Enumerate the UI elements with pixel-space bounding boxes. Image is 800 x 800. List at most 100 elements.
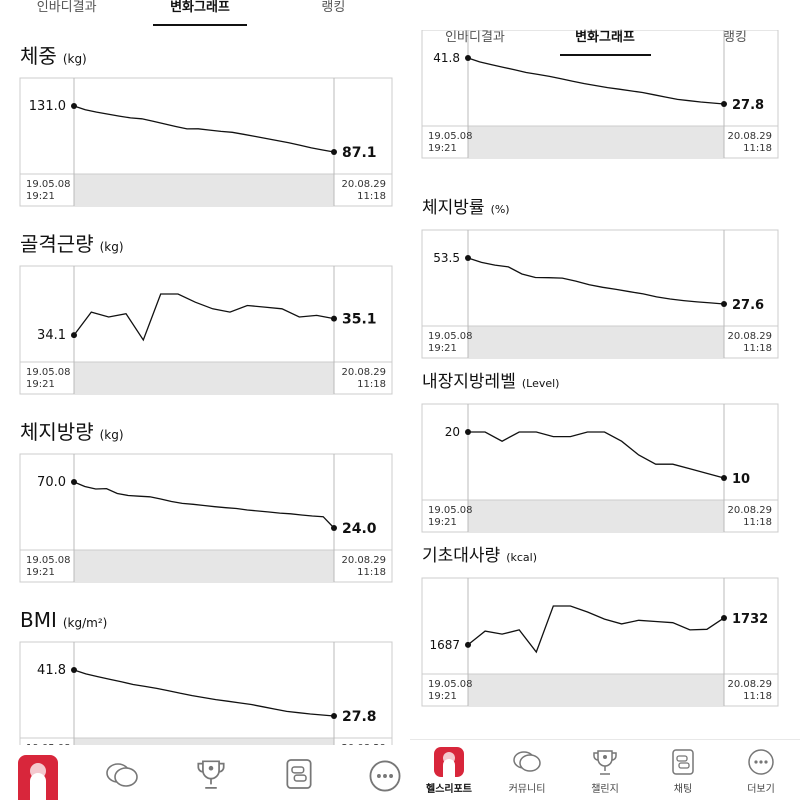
- last-value-label: 10: [732, 472, 750, 487]
- start-date-label: 19.05.08: [26, 555, 71, 566]
- last-value-label: 35.1: [342, 312, 377, 328]
- nav-label: 챌린지: [591, 784, 619, 795]
- tab-ranking[interactable]: 랭킹: [321, 0, 346, 15]
- series-line: [73, 481, 335, 529]
- start-date-label: 19:21: [428, 517, 457, 528]
- date-band: [74, 174, 334, 206]
- first-value-label: 53.5: [433, 251, 460, 265]
- end-date-label: 20.08.29: [727, 331, 772, 342]
- start-date-label: 19:21: [26, 567, 55, 578]
- series-line: [468, 431, 725, 479]
- tab-inbody-result[interactable]: 인바디결과: [36, 0, 97, 15]
- chart-title: 기초대사량 (kcal): [422, 546, 538, 566]
- chart-title: 체중 (kg): [20, 44, 87, 68]
- chat-bubbles-icon[interactable]: [105, 761, 139, 791]
- nav-community[interactable]: 커뮤니티: [488, 740, 566, 800]
- series-line: [73, 669, 335, 717]
- nav-health-report[interactable]: 헬스리포트: [410, 740, 488, 800]
- last-point: [331, 315, 337, 322]
- series-line: [467, 257, 725, 305]
- start-date-label: 19.05.08: [26, 367, 71, 378]
- last-value-label: 27.8: [342, 709, 377, 725]
- first-point: [71, 479, 77, 485]
- tab-bar: 인바디결과 변화그래프 랭킹: [410, 18, 800, 58]
- nav-label: 커뮤니티: [508, 784, 546, 795]
- date-band: [468, 500, 724, 532]
- left-bottom-nav: [0, 745, 402, 800]
- tab-bar: 인바디결과 변화그래프 랭킹: [0, 0, 400, 28]
- more-icon: [745, 746, 777, 778]
- end-date-label: 20.08.29: [341, 367, 386, 378]
- start-date-label: 19.05.08: [428, 131, 473, 142]
- last-point: [721, 475, 727, 481]
- date-band: [468, 326, 724, 358]
- last-value-label: 27.8: [732, 98, 764, 113]
- first-point: [465, 429, 471, 435]
- panel-divider: [400, 0, 410, 800]
- chart-title: BMI (kg/m²): [20, 608, 108, 632]
- nav-challenge[interactable]: 챌린지: [566, 740, 644, 800]
- first-value-label: 70.0: [37, 475, 66, 490]
- tab-change-graph[interactable]: 변화그래프: [133, 0, 266, 28]
- nav-label: 더보기: [747, 784, 775, 795]
- end-date-label: 11:18: [357, 191, 386, 202]
- chart-title: 체지방률 (%): [422, 198, 510, 218]
- nav-label: 헬스리포트: [426, 784, 472, 795]
- tab-ranking[interactable]: 랭킹: [723, 30, 747, 45]
- start-date-label: 19.05.08: [428, 679, 473, 690]
- tab-change-graph[interactable]: 변화그래프: [540, 18, 670, 58]
- nav-more[interactable]: 더보기: [722, 740, 800, 800]
- last-point: [721, 301, 727, 307]
- series-line: [467, 605, 725, 654]
- series-line: [73, 293, 335, 342]
- more-icon[interactable]: [368, 759, 402, 793]
- start-date-label: 19:21: [26, 379, 55, 390]
- nav-chatting[interactable]: 채팅: [644, 740, 722, 800]
- tab-inbody-result[interactable]: 인바디결과: [445, 30, 505, 45]
- trophy-icon: [589, 746, 621, 778]
- chart-title: 체지방량 (kg): [20, 420, 124, 444]
- start-date-label: 19:21: [428, 143, 457, 154]
- first-value-label: 41.8: [37, 663, 66, 678]
- last-value-label: 1732: [732, 612, 768, 627]
- first-point: [71, 103, 77, 109]
- start-date-label: 19.05.08: [428, 505, 473, 516]
- end-date-label: 11:18: [357, 567, 386, 578]
- date-band: [468, 126, 724, 158]
- start-date-label: 19:21: [428, 343, 457, 354]
- left-screen: 인바디결과 변화그래프 랭킹 체중 (kg) 131.0 87.1 19.05.08 19…: [0, 0, 400, 771]
- end-date-label: 11:18: [743, 691, 772, 702]
- health-report-icon[interactable]: [18, 755, 58, 800]
- right-screen: 인바디결과 변화그래프 랭킹 41.8 27.8 19.05.08 19:21 20.0…: [410, 0, 800, 800]
- last-point: [331, 713, 337, 719]
- first-point: [465, 641, 471, 648]
- end-date-label: 20.08.29: [341, 179, 386, 190]
- date-band: [74, 362, 334, 394]
- series-line: [467, 57, 725, 105]
- first-point: [465, 255, 471, 261]
- nav-label: 채팅: [673, 784, 693, 795]
- end-date-label: 11:18: [743, 143, 772, 154]
- end-date-label: 20.08.29: [727, 505, 772, 516]
- health-report-icon: [433, 746, 465, 778]
- end-date-label: 11:18: [743, 343, 772, 354]
- trophy-icon[interactable]: [196, 757, 226, 791]
- start-date-label: 19.05.08: [26, 179, 71, 190]
- first-value-label: 34.1: [37, 328, 66, 343]
- chat-bubbles-icon: [511, 746, 543, 778]
- first-value-label: 20: [445, 425, 460, 439]
- end-date-label: 20.08.29: [727, 131, 772, 142]
- chat-icon: [667, 746, 699, 778]
- last-value-label: 24.0: [342, 521, 377, 537]
- first-point: [71, 667, 77, 673]
- start-date-label: 19.05.08: [428, 331, 473, 342]
- series-line: [73, 105, 335, 153]
- chat-icon[interactable]: [285, 757, 313, 791]
- start-date-label: 19:21: [26, 191, 55, 202]
- last-point: [721, 614, 727, 621]
